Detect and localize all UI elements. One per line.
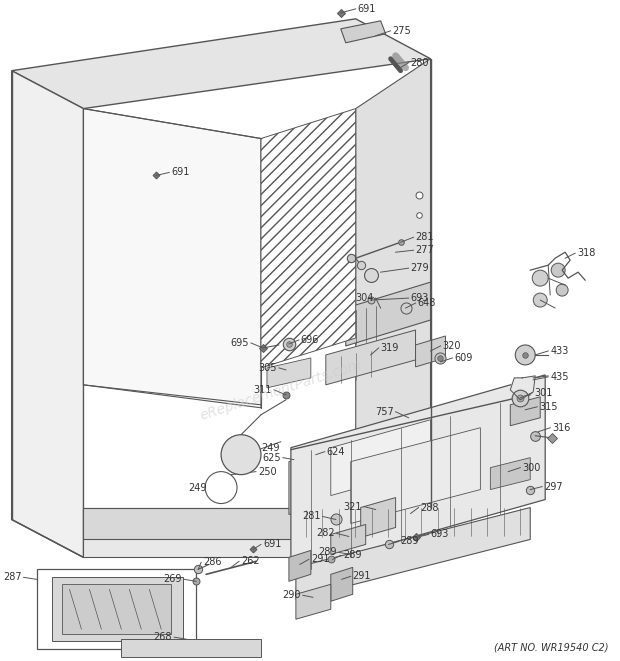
- Circle shape: [221, 435, 261, 475]
- Text: 250: 250: [258, 467, 277, 477]
- Text: 279: 279: [410, 263, 429, 273]
- Polygon shape: [84, 108, 261, 408]
- Polygon shape: [296, 508, 530, 600]
- Text: 297: 297: [544, 482, 563, 492]
- Text: 304: 304: [355, 293, 374, 303]
- Circle shape: [551, 263, 565, 277]
- Text: 757: 757: [375, 407, 394, 417]
- Polygon shape: [510, 397, 540, 426]
- Text: (ART NO. WR19540 C2): (ART NO. WR19540 C2): [494, 642, 608, 652]
- Text: 280: 280: [410, 58, 429, 67]
- Text: 287: 287: [3, 572, 22, 582]
- Text: eReplacementParts.com: eReplacementParts.com: [198, 357, 364, 422]
- Text: 281: 281: [303, 512, 321, 522]
- Polygon shape: [261, 108, 356, 368]
- Text: 289: 289: [318, 547, 337, 557]
- Text: 291: 291: [311, 555, 329, 564]
- Polygon shape: [37, 569, 196, 649]
- Polygon shape: [12, 71, 84, 557]
- Text: 648: 648: [417, 298, 436, 308]
- Polygon shape: [84, 508, 430, 539]
- Polygon shape: [311, 455, 321, 510]
- Text: 691: 691: [171, 167, 190, 177]
- Polygon shape: [12, 19, 430, 108]
- Polygon shape: [415, 336, 446, 367]
- Text: 316: 316: [552, 423, 570, 433]
- Text: 693: 693: [430, 529, 449, 539]
- Text: 433: 433: [550, 346, 569, 356]
- Circle shape: [532, 270, 548, 286]
- Polygon shape: [490, 457, 530, 490]
- Text: 315: 315: [539, 402, 558, 412]
- Text: 281: 281: [415, 232, 434, 242]
- Polygon shape: [296, 584, 331, 619]
- Text: 695: 695: [231, 338, 249, 348]
- Text: 693: 693: [410, 293, 429, 303]
- Text: 305: 305: [259, 363, 277, 373]
- Polygon shape: [331, 567, 353, 602]
- Text: 286: 286: [203, 557, 221, 567]
- Polygon shape: [267, 358, 311, 388]
- Text: 291: 291: [353, 571, 371, 581]
- Circle shape: [533, 293, 547, 307]
- Polygon shape: [122, 639, 261, 657]
- Polygon shape: [289, 551, 311, 581]
- Text: 696: 696: [301, 335, 319, 345]
- Polygon shape: [356, 59, 430, 508]
- Polygon shape: [331, 420, 430, 496]
- Circle shape: [205, 471, 237, 504]
- Text: 311: 311: [254, 385, 272, 395]
- Polygon shape: [361, 498, 396, 537]
- Text: 300: 300: [522, 463, 541, 473]
- Polygon shape: [346, 282, 430, 346]
- Text: 288: 288: [420, 502, 439, 512]
- Polygon shape: [84, 508, 430, 557]
- Text: 290: 290: [282, 590, 301, 600]
- Text: 318: 318: [577, 249, 595, 258]
- Polygon shape: [341, 21, 386, 43]
- Text: 435: 435: [550, 372, 569, 382]
- Text: 319: 319: [381, 343, 399, 353]
- Text: 268: 268: [154, 632, 172, 642]
- Polygon shape: [326, 330, 415, 385]
- Polygon shape: [510, 376, 535, 400]
- Text: 289: 289: [401, 537, 419, 547]
- Text: 609: 609: [454, 353, 473, 363]
- Text: 691: 691: [358, 4, 376, 14]
- Polygon shape: [351, 428, 480, 524]
- Polygon shape: [51, 577, 183, 641]
- Polygon shape: [61, 584, 171, 634]
- Text: 624: 624: [327, 447, 345, 457]
- Text: 269: 269: [164, 574, 182, 584]
- Text: 625: 625: [262, 453, 281, 463]
- Circle shape: [515, 345, 535, 365]
- Text: 249: 249: [188, 483, 207, 492]
- Text: 249: 249: [261, 443, 280, 453]
- Polygon shape: [331, 524, 366, 555]
- Text: 320: 320: [443, 341, 461, 351]
- Text: 262: 262: [241, 557, 260, 566]
- Circle shape: [556, 284, 568, 296]
- Text: 691: 691: [263, 539, 281, 549]
- Text: 289: 289: [343, 551, 361, 561]
- Polygon shape: [289, 459, 299, 514]
- Text: 301: 301: [534, 388, 552, 398]
- Text: 277: 277: [415, 245, 434, 255]
- Text: 275: 275: [392, 26, 411, 36]
- Text: 321: 321: [343, 502, 361, 512]
- Polygon shape: [291, 375, 545, 571]
- Text: 282: 282: [316, 528, 335, 539]
